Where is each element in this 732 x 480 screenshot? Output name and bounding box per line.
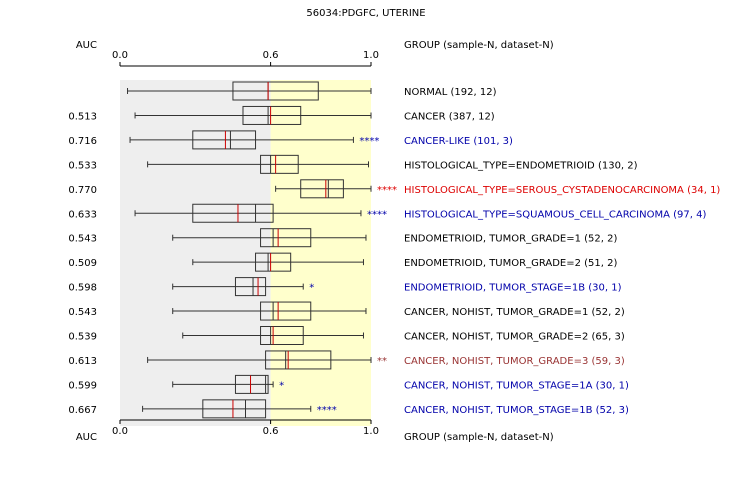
- box-row: ** 0.613 CANCER, NOHIST, TUMOR_GRADE=3 (59…: [68, 350, 625, 370]
- box-row: * 0.599 CANCER, NOHIST, TUMOR_STAGE=1A (30…: [68, 374, 629, 394]
- group-label: CANCER (387, 12): [404, 111, 495, 122]
- bottom-tick-label: 1.0: [363, 426, 379, 437]
- iqr-box: [232, 81, 319, 101]
- significance-stars: *: [309, 283, 314, 294]
- group-label: ENDOMETRIOID, TUMOR_GRADE=2 (51, 2): [404, 258, 617, 269]
- auc-value: 0.667: [68, 405, 97, 416]
- bottom-tick-label: 0.6: [263, 426, 279, 437]
- auc-value: 0.716: [68, 136, 97, 147]
- significance-stars: ****: [317, 405, 337, 416]
- group-label: ENDOMETRIOID, TUMOR_STAGE=1B (30, 1): [404, 283, 622, 294]
- iqr-box: [260, 154, 299, 174]
- group-label: CANCER, NOHIST, TUMOR_GRADE=2 (65, 3): [404, 332, 625, 343]
- box-row: 0.509 ENDOMETRIOID, TUMOR_GRADE=2 (51, 2): [68, 252, 617, 272]
- iqr-box: [300, 179, 344, 199]
- auc-value: 0.539: [68, 332, 97, 343]
- group-label: CANCER, NOHIST, TUMOR_STAGE=1A (30, 1): [404, 380, 629, 391]
- iqr-box: [255, 252, 292, 272]
- top-tick-label: 0.0: [112, 50, 128, 61]
- iqr-box: [192, 130, 257, 150]
- group-label: CANCER, NOHIST, TUMOR_GRADE=1 (52, 2): [404, 307, 625, 318]
- group-label: NORMAL (192, 12): [404, 87, 497, 98]
- box-row: **** 0.633 HISTOLOGICAL_TYPE=SQUAMOUS_CELL…: [68, 203, 706, 223]
- iqr-box: [202, 399, 267, 419]
- significance-stars: ****: [377, 185, 397, 196]
- group-label: CANCER, NOHIST, TUMOR_GRADE=3 (59, 3): [404, 356, 625, 367]
- top-tick-label: 0.6: [263, 50, 279, 61]
- auc-value: 0.543: [68, 307, 97, 318]
- group-label: HISTOLOGICAL_TYPE=ENDOMETRIOID (130, 2): [404, 160, 638, 171]
- group-label: ENDOMETRIOID, TUMOR_GRADE=1 (52, 2): [404, 234, 617, 245]
- bottom-auc-header: AUC: [76, 432, 97, 443]
- box-row: 0.543 ENDOMETRIOID, TUMOR_GRADE=1 (52, 2): [68, 228, 617, 248]
- group-label: CANCER, NOHIST, TUMOR_STAGE=1B (52, 3): [404, 405, 629, 416]
- iqr-box: [260, 326, 304, 345]
- significance-stars: *: [279, 380, 284, 391]
- group-label: CANCER-LIKE (101, 3): [404, 136, 513, 147]
- top-tick-label: 1.0: [363, 50, 379, 61]
- auc-value: 0.509: [68, 258, 97, 269]
- top-group-header: GROUP (sample-N, dataset-N): [404, 40, 554, 51]
- group-label: HISTOLOGICAL_TYPE=SQUAMOUS_CELL_CARCINOM…: [404, 209, 706, 220]
- iqr-box: [260, 228, 312, 248]
- iqr-box: [260, 301, 312, 321]
- box-row: 0.539 CANCER, NOHIST, TUMOR_GRADE=2 (65, …: [68, 326, 625, 345]
- box-row: **** 0.716 CANCER-LIKE (101, 3): [68, 130, 513, 150]
- significance-stars: **: [377, 356, 387, 367]
- auc-value: 0.599: [68, 380, 97, 391]
- box-row: **** 0.770 HISTOLOGICAL_TYPE=SEROUS_CYSTAD…: [68, 179, 720, 199]
- iqr-box: [265, 350, 332, 370]
- bottom-group-header: GROUP (sample-N, dataset-N): [404, 432, 554, 443]
- auc-value: 0.543: [68, 234, 97, 245]
- significance-stars: ****: [367, 209, 387, 220]
- box-row: 0.513 CANCER (387, 12): [68, 105, 495, 125]
- top-auc-header: AUC: [76, 40, 97, 51]
- box-row: 0.543 CANCER, NOHIST, TUMOR_GRADE=1 (52, …: [68, 301, 625, 321]
- auc-value: 0.513: [68, 111, 97, 122]
- box-row: * 0.598 ENDOMETRIOID, TUMOR_STAGE=1B (30, …: [68, 277, 622, 297]
- iqr-box: [192, 203, 274, 223]
- significance-stars: ****: [359, 136, 379, 147]
- auc-value: 0.613: [68, 356, 97, 367]
- auc-value: 0.598: [68, 283, 97, 294]
- bottom-tick-label: 0.0: [112, 426, 128, 437]
- shade-below-split: [120, 80, 271, 426]
- auc-value: 0.633: [68, 209, 97, 220]
- box-row: NORMAL (192, 12): [127, 81, 497, 101]
- iqr-box: [234, 277, 267, 297]
- auc-value: 0.770: [68, 185, 97, 196]
- iqr-box: [234, 374, 269, 394]
- chart-title: 56034:PDGFC, UTERINE: [306, 8, 425, 19]
- plot-area: 0.0 0.6 1.0 0.0 0.6 1.0 NORMAL (192, 12) 0.513 C…: [68, 50, 720, 437]
- group-label: HISTOLOGICAL_TYPE=SEROUS_CYSTADENOCARCIN…: [404, 185, 720, 196]
- iqr-box: [242, 105, 302, 125]
- box-row: 0.533 HISTOLOGICAL_TYPE=ENDOMETRIOID (130…: [68, 154, 638, 174]
- box-row: **** 0.667 CANCER, NOHIST, TUMOR_STAGE=1B …: [68, 399, 629, 419]
- auc-value: 0.533: [68, 160, 97, 171]
